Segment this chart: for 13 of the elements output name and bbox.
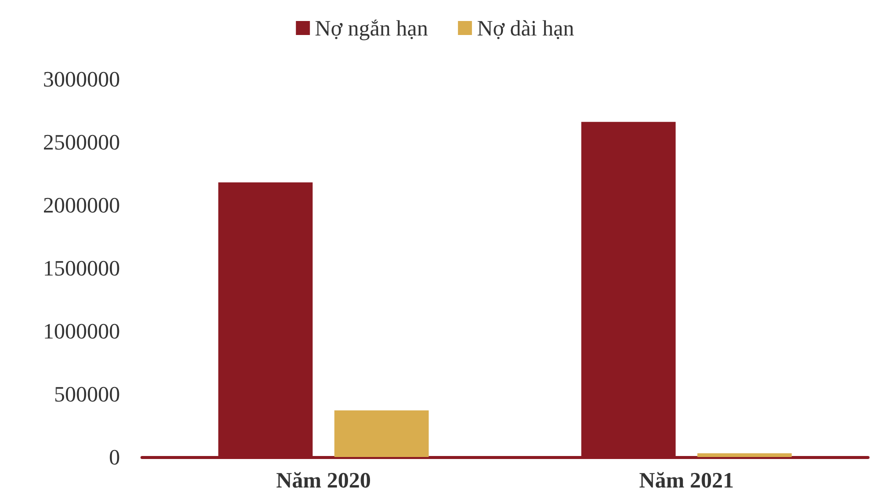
legend-label: Nợ dài hạn <box>476 16 574 40</box>
y-tick-label: 2000000 <box>43 192 120 218</box>
y-tick-label: 1500000 <box>43 256 120 280</box>
x-tick-label: Năm 2020 <box>276 468 371 492</box>
y-tick-label: 1000000 <box>43 318 120 344</box>
x-tick-label: Năm 2021 <box>639 468 734 492</box>
y-tick-label: 3000000 <box>43 66 120 92</box>
bar <box>334 410 429 457</box>
bar <box>697 453 792 457</box>
legend-label: Nợ ngắn hạn <box>314 16 428 40</box>
y-tick-label: 0 <box>109 444 120 470</box>
y-tick-label: 2500000 <box>43 130 120 154</box>
y-tick-label: 500000 <box>54 382 120 406</box>
